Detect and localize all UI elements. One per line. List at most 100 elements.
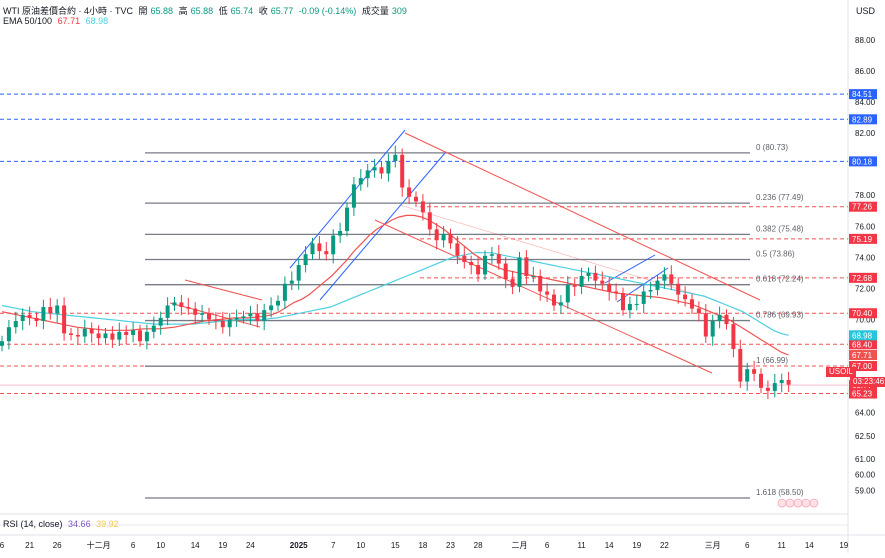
high-label: 高 <box>178 6 188 16</box>
x-tick-label: 6 <box>745 541 750 550</box>
low-value: 65.74 <box>230 6 254 16</box>
candle-body <box>365 170 370 179</box>
candle-body <box>269 305 274 311</box>
x-tick-label: 14 <box>805 541 814 550</box>
flag-bottom <box>616 267 669 303</box>
candle-body <box>276 300 280 306</box>
candle-body <box>531 275 536 277</box>
candle-body <box>593 272 598 281</box>
candle-body <box>165 305 170 318</box>
candle-body <box>634 303 639 305</box>
candle-body <box>676 283 681 295</box>
tool-icon <box>801 498 811 508</box>
candle-body <box>0 341 4 346</box>
ema50-value: 67.71 <box>57 16 81 26</box>
x-tick-label: 15 <box>391 541 400 550</box>
fib-level-label: 1.618 (58.50) <box>756 488 804 497</box>
symbol-name[interactable]: WTI 原油差價合約 · 4小時 · TVC <box>3 6 133 16</box>
wedge-top <box>184 279 263 301</box>
candle-body <box>358 178 363 185</box>
red-level-label: 77.26 <box>852 203 873 212</box>
x-tick-label: 14 <box>605 541 614 550</box>
candle-body <box>324 251 329 255</box>
candle-body <box>724 314 729 325</box>
red-level-tag <box>849 201 877 212</box>
y-tick-label: 74.00 <box>855 253 876 262</box>
x-tick-label: 22 <box>660 541 669 550</box>
candle-body <box>227 319 232 328</box>
x-tick-label: 2025 <box>290 541 308 550</box>
y-tick-label: 86.00 <box>855 67 876 76</box>
rsi-ma-value: 39.92 <box>96 519 119 529</box>
candle-body <box>172 302 177 306</box>
candle-body <box>627 303 632 311</box>
red-level-label: 65.23 <box>852 390 873 399</box>
candle-body <box>455 243 460 256</box>
candle-body <box>48 307 53 314</box>
candle-body <box>427 212 432 230</box>
wedge-bottom <box>169 302 261 328</box>
flag-top <box>604 254 656 284</box>
candle-body <box>131 330 136 335</box>
candle-body <box>496 254 501 264</box>
rsi-legend[interactable]: RSI (14, close) 34.66 39.92 <box>3 519 122 529</box>
candle-body <box>469 262 474 266</box>
candle-body <box>62 305 67 334</box>
candle-body <box>400 154 405 188</box>
candle-body <box>731 324 736 349</box>
candle-body <box>607 283 612 292</box>
blue-level-label: 82.89 <box>852 115 873 124</box>
candle-body <box>710 321 715 337</box>
candle-body <box>75 334 80 337</box>
candle-body <box>186 307 191 309</box>
candle-body <box>565 285 570 303</box>
x-tick-label: 10 <box>156 541 165 550</box>
candle-body <box>772 383 777 391</box>
x-tick-label: 7 <box>331 541 336 550</box>
candle-body <box>393 154 398 162</box>
tool-icon <box>785 498 795 508</box>
candle-body <box>262 310 267 322</box>
blue-level-tag <box>849 89 877 100</box>
change-value: -0.09 (-0.14%) <box>298 6 357 16</box>
candle-body <box>193 308 198 315</box>
blue-level-tag <box>849 156 877 167</box>
ema100-line <box>1 252 789 336</box>
y-tick-label: 59.00 <box>855 486 876 495</box>
candle-body <box>572 285 577 287</box>
x-tick-label: 18 <box>418 541 427 550</box>
y-tick-label: 62.50 <box>855 432 876 441</box>
candle-body <box>552 294 556 306</box>
currency-label[interactable]: USD <box>856 6 876 16</box>
x-tick-label: 19 <box>218 541 227 550</box>
x-tick-label: 21 <box>25 541 34 550</box>
candle-body <box>179 302 184 308</box>
candle-body <box>759 373 763 388</box>
candle-body <box>648 289 653 292</box>
fib-level-label: 0.382 (75.48) <box>756 224 804 233</box>
ema-legend[interactable]: EMA 50/100 67.71 68.98 <box>3 16 111 26</box>
fib-level-label: 1 (66.99) <box>756 356 788 365</box>
up-channel-right <box>319 152 446 301</box>
tool-icon <box>809 498 819 508</box>
y-tick-label: 88.00 <box>855 36 876 45</box>
candle-body <box>752 369 757 374</box>
candle-body <box>558 302 563 306</box>
fib-level-label: 0.5 (73.86) <box>756 250 795 259</box>
candle-body <box>158 317 163 326</box>
candle-body <box>151 325 156 332</box>
x-tick-label: 19 <box>632 541 641 550</box>
candle-body <box>207 313 211 320</box>
candle-body <box>234 317 239 320</box>
legend-header: WTI 原油差價合約 · 4小時 · TVC 開 65.88 高 65.88 低 65… <box>3 4 410 17</box>
red-level-tag <box>849 233 877 244</box>
y-tick-label: 82.00 <box>855 129 876 138</box>
close-value: 65.77 <box>270 6 294 16</box>
x-tick-label: 10 <box>356 541 365 550</box>
candle-body <box>34 317 39 322</box>
rsi-value: 34.66 <box>68 519 91 529</box>
candle-body <box>545 291 550 295</box>
red-level-tag <box>849 272 877 283</box>
